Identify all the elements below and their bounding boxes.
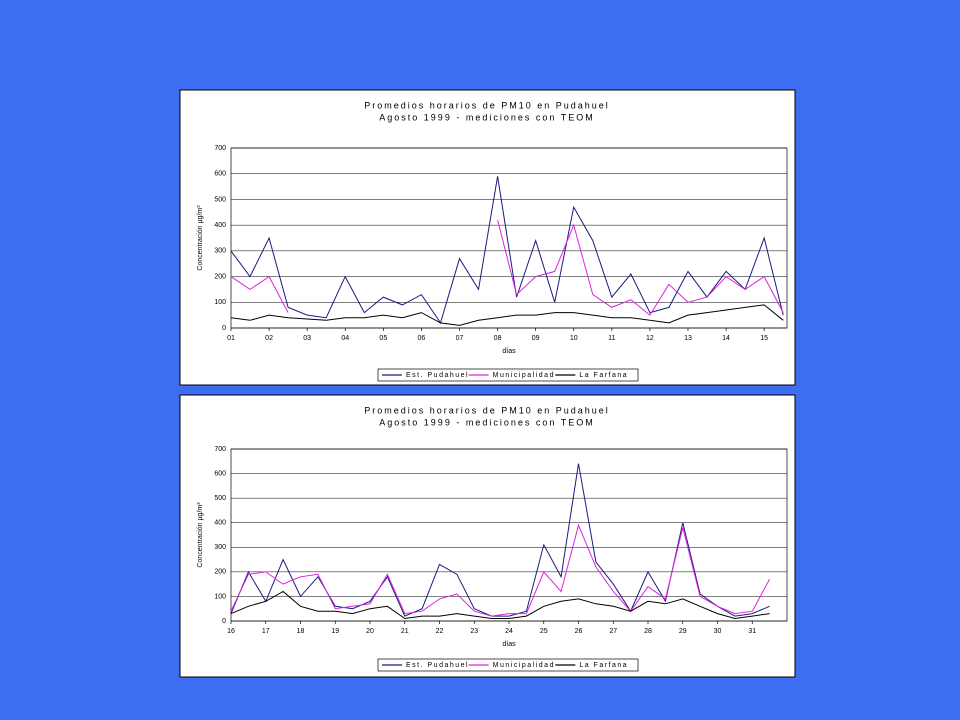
legend-box [377,368,639,382]
x-tick-label: 06 [418,335,426,342]
y-tick-label: 300 [214,248,226,255]
x-tick-label: 03 [303,335,311,342]
y-tick-label: 400 [214,520,226,527]
chart-title: Promedios horarios de PM10 en Pudahuel [364,405,610,415]
x-tick-label: 02 [265,335,273,342]
y-tick-label: 100 [214,299,226,306]
x-tick-label: 11 [608,335,615,342]
x-tick-label: 19 [331,628,339,635]
legend-label: La Farfana [579,662,628,669]
y-tick-label: 100 [214,593,226,600]
x-tick-label: 30 [714,628,722,635]
data-line [230,219,784,316]
y-axis-label: Concentración µg/m³ [197,205,204,271]
chart-panel [179,394,796,678]
y-tick-label: 600 [214,470,226,477]
y-tick-label: 400 [214,222,226,229]
chart-subtitle: Agosto 1999 - mediciones con TEOM [379,417,594,427]
chart-subtitle: Agosto 1999 - mediciones con TEOM [379,112,594,122]
data-line [230,176,784,325]
x-tick-label: 15 [760,335,768,342]
x-tick-label: 12 [646,335,654,342]
x-tick-label: 10 [570,335,578,342]
x-tick-label: 24 [505,628,513,635]
y-tick-label: 0 [222,618,226,625]
data-line [230,304,784,326]
y-tick-label: 700 [214,446,226,453]
data-line [230,590,770,620]
x-tick-label: 13 [684,335,692,342]
legend-label: Municipalidad [493,662,555,669]
x-tick-label: 22 [436,628,444,635]
x-tick-label: 25 [540,628,548,635]
chart-title: Promedios horarios de PM10 en Pudahuel [364,100,610,110]
x-tick-label: 23 [470,628,478,635]
x-tick-label: 18 [297,628,305,635]
x-tick-label: 17 [262,628,270,635]
x-tick-label: 27 [609,628,617,635]
x-tick-label: 31 [748,628,756,635]
legend-box [377,658,639,672]
y-tick-label: 200 [214,273,226,280]
data-line [230,463,770,617]
y-tick-label: 700 [214,145,226,152]
x-tick-label: 26 [575,628,583,635]
y-tick-label: 300 [214,544,226,551]
x-tick-label: 05 [379,335,387,342]
x-axis-label: días [502,641,516,648]
y-tick-label: 600 [214,171,226,178]
x-tick-label: 07 [456,335,464,342]
legend-label: La Farfana [579,372,628,379]
legend-label: Est. Pudahuel [406,372,469,379]
y-tick-label: 0 [222,325,226,332]
y-axis-label: Concentración µg/m³ [197,502,204,568]
legend-label: Municipalidad [493,372,555,379]
x-tick-label: 01 [227,335,235,342]
y-tick-label: 500 [214,495,226,502]
x-tick-label: 29 [679,628,687,635]
x-tick-label: 04 [341,335,349,342]
x-tick-label: 20 [366,628,374,635]
x-tick-label: 08 [494,335,502,342]
x-tick-label: 21 [401,628,409,635]
y-tick-label: 200 [214,569,226,576]
legend-label: Est. Pudahuel [406,662,469,669]
x-tick-label: 14 [722,335,730,342]
x-tick-label: 28 [644,628,652,635]
y-tick-label: 500 [214,196,226,203]
plot-area [230,147,788,329]
x-tick-label: 16 [227,628,235,635]
x-axis-label: días [502,348,516,355]
x-tick-label: 09 [532,335,540,342]
data-line [230,523,771,617]
